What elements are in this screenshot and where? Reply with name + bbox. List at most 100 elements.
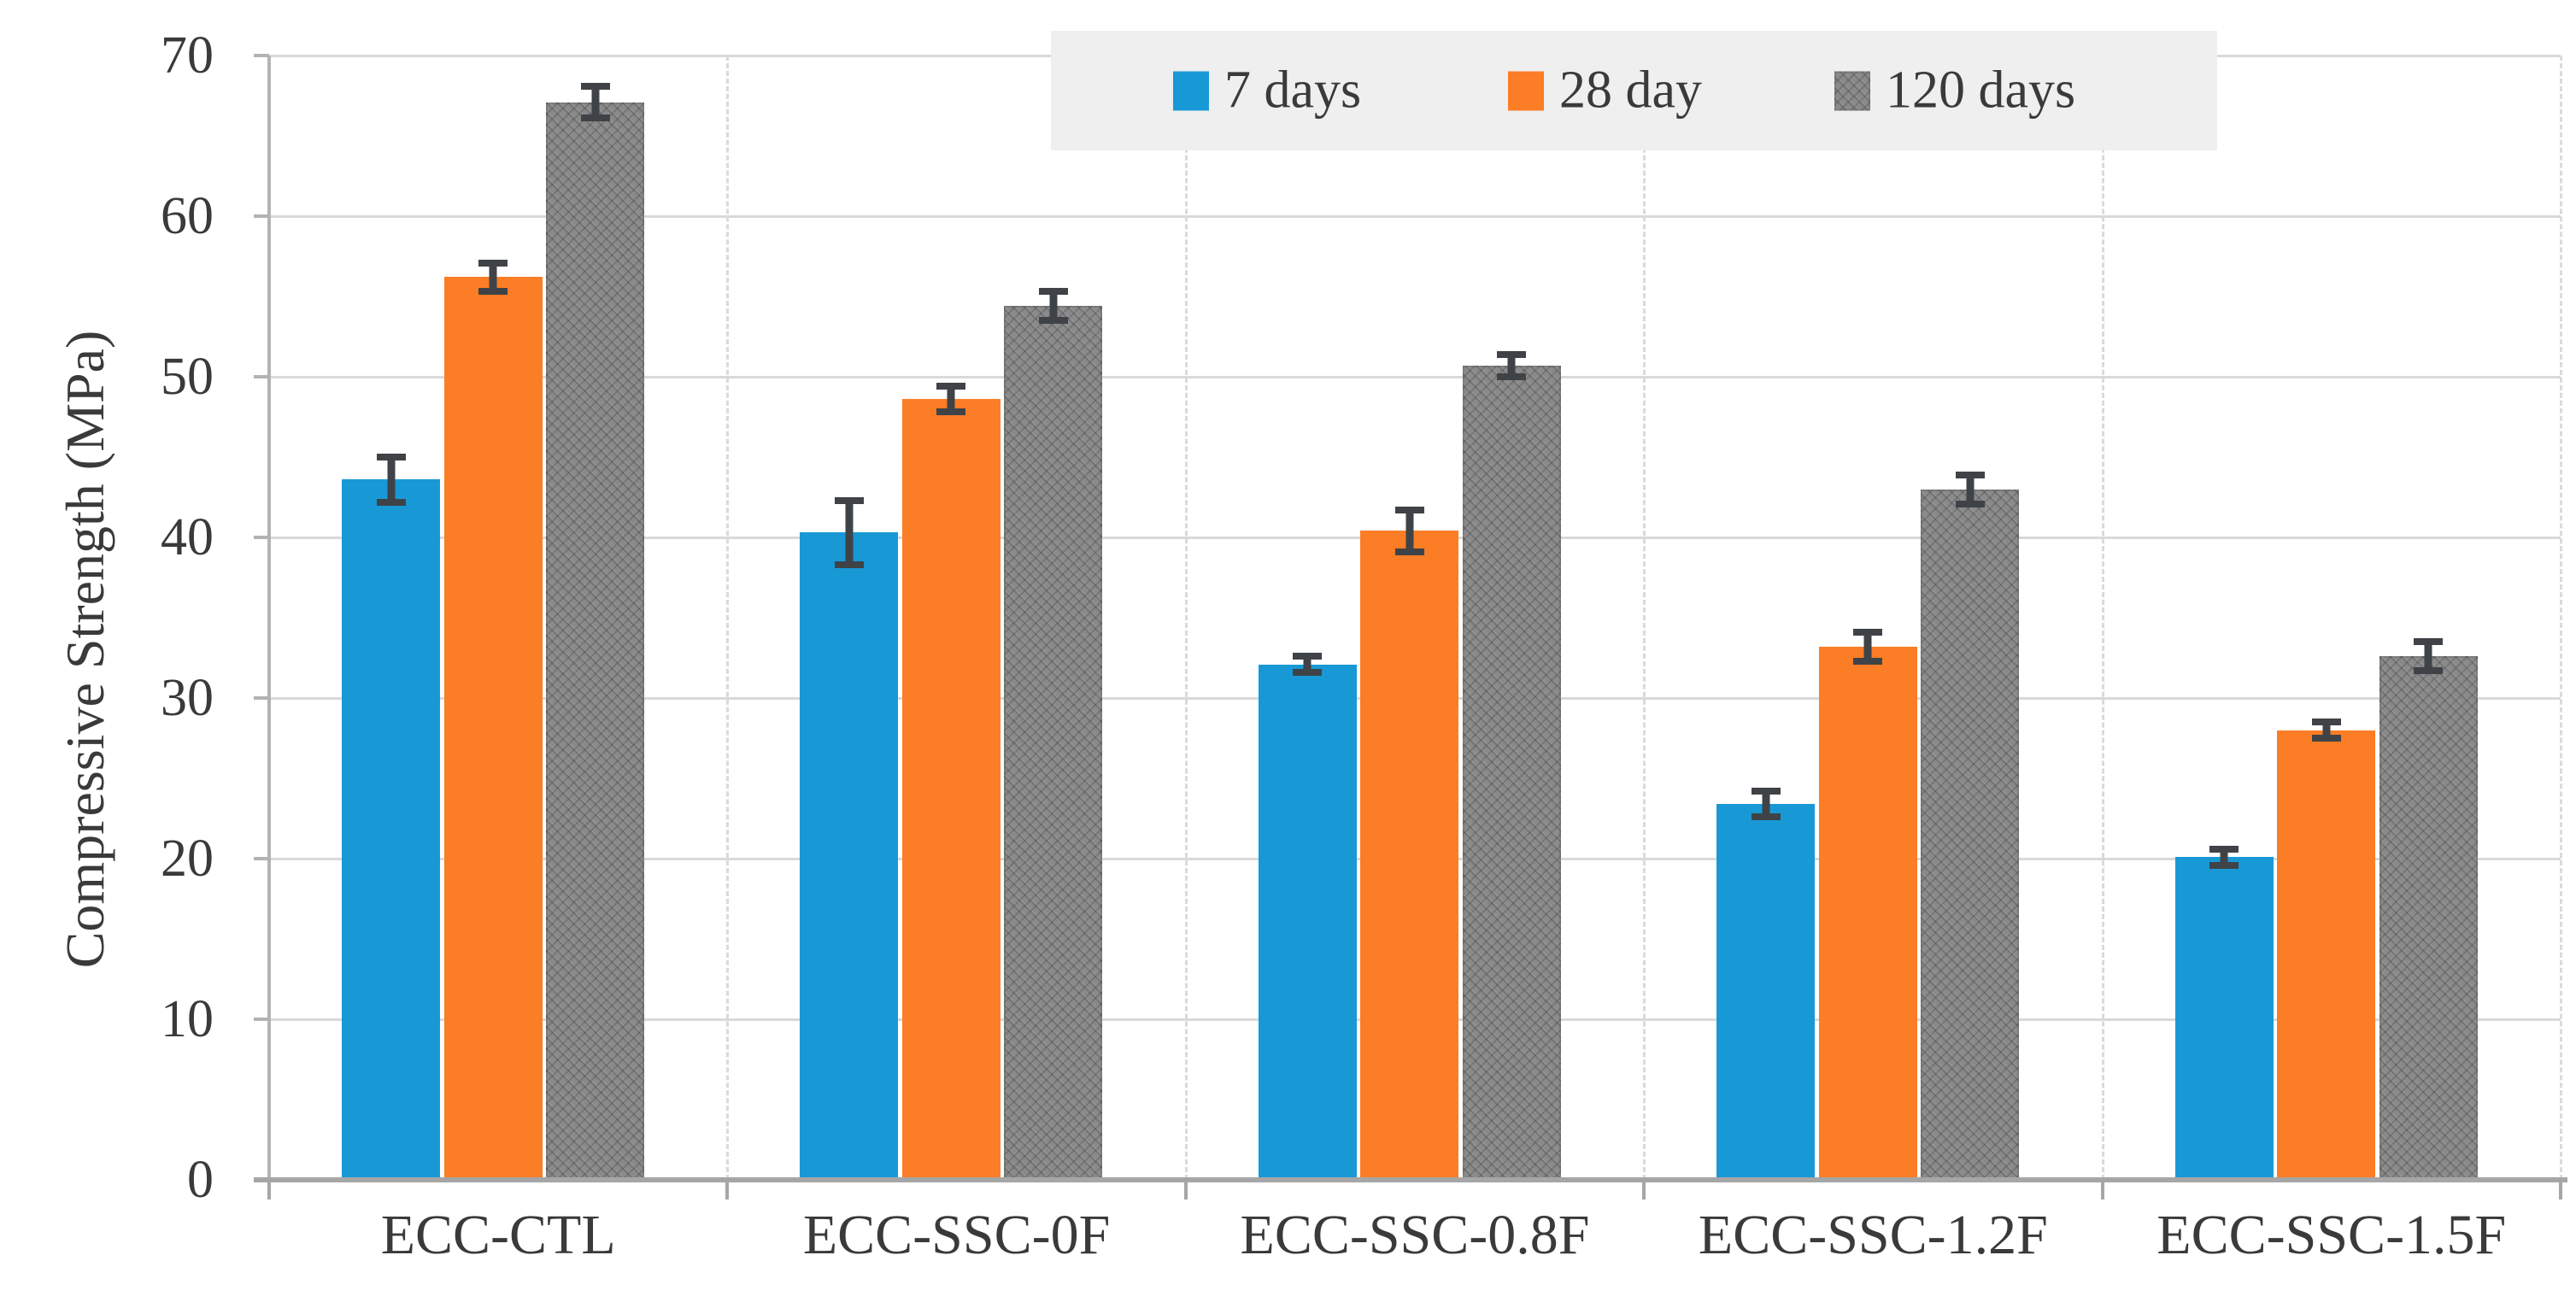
error-bar [1293, 653, 1323, 676]
y-tick-label: 60 [161, 187, 214, 245]
error-bar-line [1762, 791, 1770, 818]
error-bar-cap-bottom [1497, 372, 1527, 380]
bar-120-days-ECC-SSC-0F [1004, 306, 1103, 1180]
bar-120-days-ECC-SSC-0.8F [1462, 365, 1561, 1180]
bar-7-days-ECC-SSC-0.8F [1258, 664, 1357, 1180]
error-bar [376, 454, 406, 506]
error-bar-cap-top [376, 454, 406, 460]
legend-entry-7-days: 7 days [1173, 61, 1361, 121]
x-axis-tick [2100, 1182, 2104, 1199]
y-axis-tick [254, 536, 269, 539]
x-axis-tick [725, 1182, 730, 1199]
error-bar-cap-top [2414, 638, 2444, 646]
x-axis-tick [2559, 1182, 2562, 1199]
gridline-y [269, 376, 2561, 378]
gridline-x [2560, 56, 2562, 1180]
y-axis-tick [254, 214, 269, 218]
error-bar-cap-bottom [1955, 500, 1985, 507]
y-tick-label: 10 [161, 990, 214, 1048]
x-category-label: ECC-CTL [380, 1204, 616, 1266]
error-bar-cap-top [936, 383, 966, 390]
error-bar-line [1405, 510, 1414, 552]
error-bar [936, 383, 966, 416]
y-tick-label: 0 [187, 1151, 214, 1209]
legend-swatch-icon [1508, 71, 1544, 110]
legend-entry-120-days: 120 days [1834, 61, 2075, 121]
x-axis-tick [1642, 1182, 1646, 1199]
error-bar-line [1507, 354, 1516, 377]
x-axis-tick [267, 1182, 271, 1199]
error-bar-cap-top [2311, 719, 2341, 726]
error-bar-cap-bottom [580, 114, 610, 122]
error-bar [1394, 507, 1424, 555]
error-bar-cap-bottom [2311, 734, 2341, 742]
error-bar-cap-top [478, 259, 508, 267]
x-category-label: ECC-SSC-0.8F [1240, 1204, 1590, 1266]
y-axis-tick [254, 1018, 269, 1021]
error-bar-cap-top [1038, 288, 1068, 296]
error-bar-cap-top [1955, 471, 1985, 478]
legend-entry-28-day: 28 day [1508, 61, 1702, 121]
error-bar [2209, 845, 2239, 869]
error-bar-line [1303, 656, 1311, 672]
x-category-label: ECC-SSC-1.5F [2156, 1204, 2507, 1266]
error-bar-cap-bottom [1038, 317, 1068, 325]
gridline-x [2101, 56, 2104, 1180]
y-tick-label: 20 [161, 830, 214, 888]
error-bar [2414, 638, 2444, 675]
error-bar-line [591, 85, 599, 119]
error-bar-cap-top [1497, 350, 1527, 358]
error-bar-cap-bottom [936, 408, 966, 416]
legend-swatch-icon [1173, 71, 1209, 110]
y-tick-label: 40 [161, 508, 214, 566]
y-tick-label: 70 [161, 26, 214, 85]
error-bar-line [489, 262, 497, 292]
error-bar-cap-top [580, 82, 610, 90]
error-bar-line [2220, 848, 2228, 865]
error-bar-cap-top [1751, 788, 1781, 795]
error-bar-cap-top [1853, 628, 1883, 636]
gridline-x [726, 56, 730, 1180]
error-bar [580, 82, 610, 122]
error-bar-line [1863, 631, 1872, 661]
bar-28-day-ECC-CTL [443, 277, 543, 1180]
error-bar [1497, 350, 1527, 380]
error-bar-cap-bottom [2414, 667, 2444, 675]
error-bar [478, 259, 508, 296]
y-axis-tick [254, 857, 269, 860]
legend: 7 days 28 day 120 days [1051, 31, 2217, 150]
error-bar-cap-bottom [1751, 813, 1781, 821]
y-axis-tick [254, 375, 269, 378]
error-bar-cap-top [2209, 845, 2239, 853]
bar-28-day-ECC-SSC-0.8F [1360, 531, 1459, 1180]
error-bar [1955, 471, 1985, 507]
error-bar-line [2322, 722, 2331, 738]
error-bar [834, 496, 864, 568]
error-bar-line [1966, 474, 1975, 504]
error-bar-cap-bottom [1394, 548, 1424, 555]
y-tick-label: 50 [161, 348, 214, 406]
error-bar [2311, 719, 2341, 742]
error-bar-cap-bottom [834, 560, 864, 568]
error-bar-cap-top [834, 496, 864, 504]
legend-label: 120 days [1886, 61, 2076, 120]
x-axis-line [254, 1177, 2567, 1182]
legend-swatch-icon [1834, 71, 1870, 110]
bar-28-day-ECC-SSC-1.2F [1818, 646, 1917, 1180]
error-bar [1038, 288, 1068, 325]
error-bar-line [2424, 642, 2432, 672]
bar-28-day-ECC-SSC-1.5F [2277, 730, 2376, 1180]
legend-label: 28 day [1559, 61, 1703, 120]
bar-120-days-ECC-CTL [546, 102, 644, 1180]
y-axis-line [267, 56, 271, 1180]
legend-label: 7 days [1224, 61, 1362, 120]
error-bar-cap-top [1293, 653, 1323, 660]
y-tick-label: 30 [161, 669, 214, 727]
error-bar [1853, 628, 1883, 665]
gridline-x [1184, 56, 1188, 1180]
error-bar-cap-bottom [376, 498, 406, 506]
error-bar-cap-top [1394, 507, 1424, 514]
error-bar-cap-bottom [1293, 668, 1323, 676]
error-bar-line [1049, 291, 1058, 321]
